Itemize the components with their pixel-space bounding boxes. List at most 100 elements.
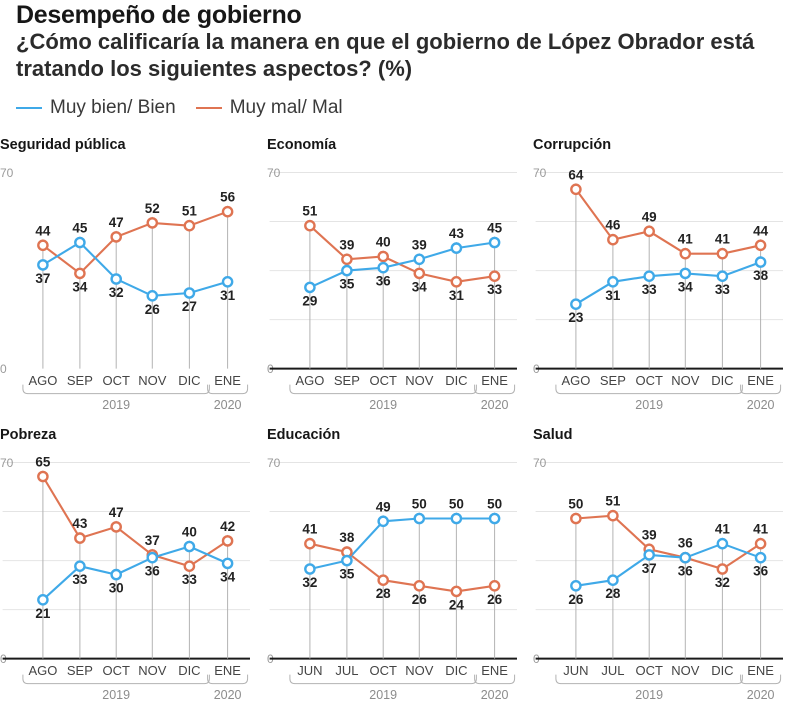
svg-text:2019: 2019	[369, 687, 397, 701]
svg-text:52: 52	[145, 201, 160, 216]
svg-text:JUN: JUN	[297, 663, 322, 678]
svg-text:70: 70	[533, 166, 547, 180]
svg-text:AGO: AGO	[295, 373, 324, 388]
svg-text:49: 49	[375, 499, 390, 514]
svg-text:35: 35	[339, 277, 354, 292]
svg-text:51: 51	[302, 204, 317, 219]
svg-text:31: 31	[220, 288, 235, 303]
svg-text:NOV: NOV	[405, 373, 433, 388]
svg-text:ENE: ENE	[748, 663, 775, 678]
svg-text:45: 45	[72, 221, 87, 236]
svg-text:45: 45	[487, 221, 502, 236]
svg-text:39: 39	[411, 238, 426, 253]
svg-text:41: 41	[715, 521, 730, 536]
svg-text:ENE: ENE	[481, 663, 508, 678]
svg-text:43: 43	[449, 227, 464, 242]
svg-text:OCT: OCT	[369, 663, 396, 678]
svg-text:41: 41	[302, 521, 317, 536]
svg-text:65: 65	[35, 454, 50, 469]
svg-text:28: 28	[375, 586, 390, 601]
svg-text:33: 33	[487, 283, 502, 298]
svg-text:Salud: Salud	[533, 427, 572, 443]
svg-text:30: 30	[109, 580, 124, 595]
svg-text:JUL: JUL	[602, 663, 625, 678]
svg-text:70: 70	[267, 166, 281, 180]
svg-text:NOV: NOV	[672, 373, 700, 388]
svg-text:70: 70	[267, 456, 281, 470]
svg-text:SEP: SEP	[67, 663, 93, 678]
svg-text:31: 31	[449, 288, 464, 303]
svg-text:2020: 2020	[214, 398, 242, 412]
svg-text:50: 50	[569, 496, 584, 511]
svg-text:38: 38	[339, 530, 354, 545]
svg-text:40: 40	[182, 524, 197, 539]
svg-text:37: 37	[145, 532, 160, 547]
svg-text:44: 44	[35, 224, 50, 239]
svg-text:50: 50	[411, 496, 426, 511]
svg-text:34: 34	[72, 280, 87, 295]
svg-text:36: 36	[145, 563, 160, 578]
svg-text:42: 42	[220, 518, 235, 533]
svg-text:OCT: OCT	[636, 663, 663, 678]
svg-text:Pobreza: Pobreza	[0, 427, 57, 443]
svg-text:33: 33	[182, 572, 197, 587]
svg-text:AGO: AGO	[28, 663, 57, 678]
svg-text:0: 0	[0, 362, 7, 376]
svg-text:2019: 2019	[102, 687, 130, 701]
svg-text:NOV: NOV	[138, 373, 166, 388]
svg-text:56: 56	[220, 190, 235, 205]
svg-text:37: 37	[35, 271, 50, 286]
svg-text:Economía: Economía	[267, 137, 337, 153]
svg-text:38: 38	[753, 269, 768, 284]
svg-text:34: 34	[678, 280, 693, 295]
svg-text:ENE: ENE	[214, 663, 241, 678]
svg-text:2019: 2019	[102, 398, 130, 412]
svg-text:NOV: NOV	[672, 663, 700, 678]
svg-text:ENE: ENE	[214, 373, 241, 388]
svg-text:DIC: DIC	[178, 663, 200, 678]
svg-text:41: 41	[715, 232, 730, 247]
svg-text:OCT: OCT	[102, 373, 129, 388]
svg-text:51: 51	[182, 204, 197, 219]
svg-text:32: 32	[715, 575, 730, 590]
svg-text:OCT: OCT	[369, 373, 396, 388]
svg-text:DIC: DIC	[178, 373, 200, 388]
svg-text:40: 40	[375, 235, 390, 250]
svg-text:NOV: NOV	[405, 663, 433, 678]
svg-text:43: 43	[72, 516, 87, 531]
svg-text:64: 64	[569, 168, 584, 183]
svg-text:2019: 2019	[636, 398, 664, 412]
svg-text:SEP: SEP	[334, 373, 360, 388]
svg-text:21: 21	[35, 605, 50, 620]
svg-text:2019: 2019	[369, 398, 397, 412]
svg-text:46: 46	[606, 218, 621, 233]
svg-text:26: 26	[569, 591, 584, 606]
svg-text:OCT: OCT	[636, 373, 663, 388]
svg-text:DIC: DIC	[445, 663, 467, 678]
svg-text:33: 33	[72, 572, 87, 587]
svg-text:39: 39	[642, 527, 657, 542]
svg-text:36: 36	[753, 563, 768, 578]
svg-text:28: 28	[606, 586, 621, 601]
svg-text:36: 36	[375, 274, 390, 289]
svg-text:36: 36	[678, 535, 693, 550]
svg-text:35: 35	[339, 566, 354, 581]
svg-text:26: 26	[487, 591, 502, 606]
svg-text:47: 47	[109, 215, 124, 230]
svg-text:41: 41	[678, 232, 693, 247]
svg-text:70: 70	[533, 456, 547, 470]
svg-text:2020: 2020	[747, 398, 775, 412]
svg-text:33: 33	[642, 283, 657, 298]
svg-text:26: 26	[411, 591, 426, 606]
svg-text:32: 32	[302, 575, 317, 590]
svg-text:AGO: AGO	[562, 373, 591, 388]
svg-text:29: 29	[302, 294, 317, 309]
svg-text:ENE: ENE	[748, 373, 775, 388]
svg-text:JUL: JUL	[335, 663, 358, 678]
svg-text:70: 70	[0, 456, 14, 470]
svg-text:23: 23	[569, 311, 584, 326]
svg-text:24: 24	[449, 597, 464, 612]
svg-text:39: 39	[339, 238, 354, 253]
svg-text:2020: 2020	[747, 687, 775, 701]
svg-text:36: 36	[678, 563, 693, 578]
